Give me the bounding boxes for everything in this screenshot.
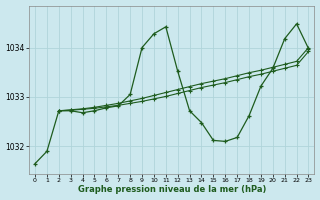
- X-axis label: Graphe pression niveau de la mer (hPa): Graphe pression niveau de la mer (hPa): [77, 185, 266, 194]
